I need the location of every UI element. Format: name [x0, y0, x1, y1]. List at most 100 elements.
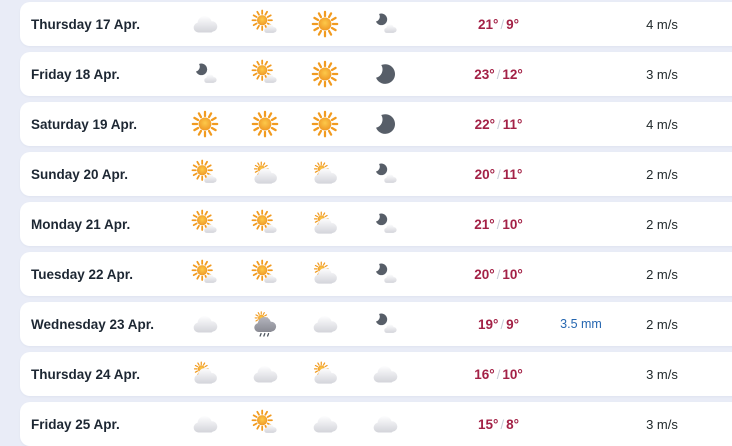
partly-cloudy-day-icon: [295, 209, 355, 239]
precipitation-value: 3.5 mm: [560, 317, 602, 331]
temperature-range: 21°/9°: [415, 17, 560, 32]
wind-speed: 4 m/s: [646, 116, 678, 132]
cloudy-icon: [235, 359, 295, 389]
temp-separator: /: [500, 416, 505, 432]
clear-night-icon: [355, 109, 415, 139]
fair-day-icon: [235, 259, 295, 289]
cloudy-icon: [175, 409, 235, 439]
temperature-range: 22°/11°: [415, 117, 560, 132]
clear-day-icon: [175, 109, 235, 139]
temp-low: 10°: [502, 366, 523, 382]
temp-separator: /: [497, 166, 501, 182]
forecast-row[interactable]: Friday 25 Apr. 15°/8° 3 m/s: [20, 402, 732, 446]
temp-high: 19°: [478, 316, 499, 332]
wind-speed: 2 m/s: [646, 166, 678, 182]
cloudy-icon: [295, 309, 355, 339]
wind-speed: 3 m/s: [646, 416, 678, 432]
fair-day-icon: [235, 209, 295, 239]
fair-night-icon: [355, 159, 415, 189]
temp-high: 20°: [474, 166, 496, 182]
fair-day-icon: [175, 259, 235, 289]
day-label: Thursday 17 Apr.: [31, 16, 141, 32]
wind-speed: 4 m/s: [646, 16, 678, 32]
partly-cloudy-day-icon: [295, 259, 355, 289]
fair-day-icon: [235, 409, 295, 439]
forecast-row[interactable]: Saturday 19 Apr. 22°/11° 4 m/s: [20, 102, 732, 146]
temp-separator: /: [496, 66, 501, 82]
cloudy-icon: [355, 359, 415, 389]
fair-night-icon: [355, 209, 415, 239]
fair-night-icon: [355, 309, 415, 339]
fair-night-icon: [355, 9, 415, 39]
day-label: Wednesday 23 Apr.: [31, 316, 155, 332]
temperature-range: 16°/10°: [415, 367, 560, 382]
fair-night-icon: [355, 259, 415, 289]
day-label: Tuesday 22 Apr.: [31, 266, 134, 282]
clear-day-icon: [235, 109, 295, 139]
forecast-row[interactable]: Wednesday 23 Apr. 19°/9° 3.5 mm 2 m/s: [20, 302, 732, 346]
wind-speed: 2 m/s: [646, 316, 678, 332]
temperature-range: 20°/10°: [415, 267, 560, 282]
partly-cloudy-day-icon: [295, 359, 355, 389]
temp-low: 9°: [506, 16, 519, 32]
cloudy-icon: [355, 409, 415, 439]
day-label: Thursday 24 Apr.: [31, 366, 141, 382]
temp-low: 10°: [502, 266, 523, 282]
fair-day-icon: [235, 9, 295, 39]
fair-day-icon: [175, 209, 235, 239]
partly-cloudy-day-icon: [235, 159, 295, 189]
temp-separator: /: [497, 116, 501, 132]
temperature-range: 20°/11°: [415, 167, 560, 182]
temp-separator: /: [496, 266, 501, 282]
day-label: Monday 21 Apr.: [31, 216, 131, 232]
temp-high: 21°: [474, 216, 495, 232]
partly-cloudy-day-icon: [175, 359, 235, 389]
temp-separator: /: [496, 216, 501, 232]
rain-showers-day-icon: [235, 309, 295, 339]
wind-speed: 3 m/s: [646, 66, 678, 82]
partly-cloudy-day-icon: [295, 159, 355, 189]
forecast-row[interactable]: Thursday 17 Apr. 21°/9° 4 m/s: [20, 2, 732, 46]
temp-separator: /: [500, 16, 505, 32]
temperature-range: 19°/9°: [415, 317, 560, 332]
temp-low: 9°: [506, 316, 519, 332]
forecast-row[interactable]: Friday 18 Apr. 23°/12° 3 m/s: [20, 52, 732, 96]
wind-speed: 2 m/s: [646, 266, 678, 282]
fair-day-icon: [175, 159, 235, 189]
temp-high: 15°: [478, 416, 499, 432]
temp-low: 11°: [502, 166, 523, 182]
fair-night-icon: [175, 59, 235, 89]
temp-high: 22°: [474, 116, 496, 132]
forecast-row[interactable]: Monday 21 Apr. 21°/10° 2 m/s: [20, 202, 732, 246]
temperature-range: 21°/10°: [415, 217, 560, 232]
temp-low: 8°: [506, 416, 519, 432]
forecast-row[interactable]: Thursday 24 Apr. 16°/10° 3 m/s: [20, 352, 732, 396]
day-label: Sunday 20 Apr.: [31, 166, 129, 182]
forecast-row[interactable]: Tuesday 22 Apr. 20°/10° 2 m/s: [20, 252, 732, 296]
temp-high: 23°: [474, 66, 495, 82]
clear-day-icon: [295, 9, 355, 39]
temperature-range: 23°/12°: [415, 67, 560, 82]
temp-low: 11°: [502, 116, 523, 132]
cloudy-icon: [295, 409, 355, 439]
temp-separator: /: [496, 366, 501, 382]
temp-high: 16°: [474, 366, 495, 382]
wind-speed: 2 m/s: [646, 216, 678, 232]
wind-speed: 3 m/s: [646, 366, 678, 382]
day-label: Saturday 19 Apr.: [31, 116, 138, 132]
clear-day-icon: [295, 59, 355, 89]
clear-night-icon: [355, 59, 415, 89]
temp-high: 21°: [478, 16, 499, 32]
forecast-row[interactable]: Sunday 20 Apr. 20°/11° 2 m/s: [20, 152, 732, 196]
temp-high: 20°: [474, 266, 495, 282]
temp-separator: /: [500, 316, 505, 332]
cloudy-icon: [175, 9, 235, 39]
temperature-range: 15°/8°: [415, 417, 560, 432]
day-label: Friday 25 Apr.: [31, 416, 120, 432]
clear-day-icon: [295, 109, 355, 139]
day-label: Friday 18 Apr.: [31, 66, 120, 82]
fair-day-icon: [235, 59, 295, 89]
cloudy-icon: [175, 309, 235, 339]
temp-low: 10°: [502, 216, 523, 232]
